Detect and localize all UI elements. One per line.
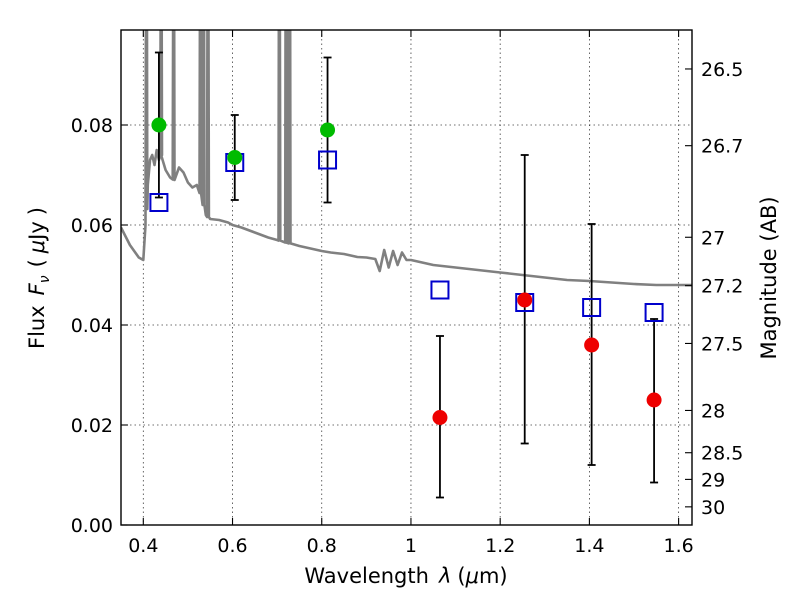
model-square-marker bbox=[149, 193, 169, 212]
grid bbox=[121, 30, 692, 525]
y-tick-label: 0.04 bbox=[71, 315, 113, 337]
green-point bbox=[151, 117, 167, 133]
x-tick-label: 1.4 bbox=[574, 535, 604, 557]
y-tick-label: 0.08 bbox=[71, 115, 113, 137]
plot-frame bbox=[120, 29, 693, 526]
x-tick-label: 0.6 bbox=[217, 535, 247, 557]
model-square-marker bbox=[644, 303, 664, 322]
y2-tick-label: 27.2 bbox=[701, 276, 743, 298]
red-point bbox=[517, 292, 533, 308]
y2-tick-label: 27.5 bbox=[701, 333, 743, 355]
model-sed-path bbox=[121, 30, 692, 287]
x-tick-label: 0.4 bbox=[128, 535, 158, 557]
model-square-marker bbox=[430, 280, 450, 300]
x-tick-label: 1 bbox=[405, 535, 417, 557]
x-tick-label: 0.8 bbox=[307, 535, 337, 557]
y-tick-label: 0.02 bbox=[71, 415, 113, 437]
y-tick-label: 0.06 bbox=[71, 215, 113, 237]
y2-tick-label: 26.7 bbox=[701, 136, 743, 158]
y2-tick-label: 26.5 bbox=[701, 59, 743, 81]
y2-tick-label: 27 bbox=[701, 227, 725, 249]
green-point bbox=[320, 122, 336, 138]
y2-tick-label: 28 bbox=[701, 400, 725, 422]
x-axis-label: Wavelength λ (μm) bbox=[304, 564, 507, 588]
x-tick-label: 1.2 bbox=[485, 535, 515, 557]
y2-tick-label: 30 bbox=[701, 497, 725, 519]
red-point bbox=[432, 410, 448, 425]
ticks bbox=[121, 30, 692, 526]
x-tick-label: 1.6 bbox=[664, 535, 694, 557]
errorbars bbox=[154, 51, 659, 499]
y2-axis-label: Magnitude (AB) bbox=[757, 196, 781, 359]
tick-labels: 0.4 0.6 0.8 1 1.2 1.4 1.6 0.00 0.02 0.04 0.06 0.08 2… bbox=[71, 59, 744, 557]
y2-tick-label: 28.5 bbox=[701, 443, 743, 465]
y-axis-label: FluxFν(μJy) bbox=[25, 207, 53, 349]
y2-tick-label: 29 bbox=[701, 469, 725, 491]
y-tick-label: 0.00 bbox=[71, 515, 113, 537]
red-point bbox=[646, 392, 662, 408]
model-square-marker bbox=[582, 298, 602, 317]
model-square-marker bbox=[318, 150, 338, 170]
model-sed-line bbox=[121, 30, 692, 287]
red-point bbox=[584, 337, 600, 353]
green-point bbox=[227, 150, 243, 165]
markers bbox=[149, 117, 664, 425]
